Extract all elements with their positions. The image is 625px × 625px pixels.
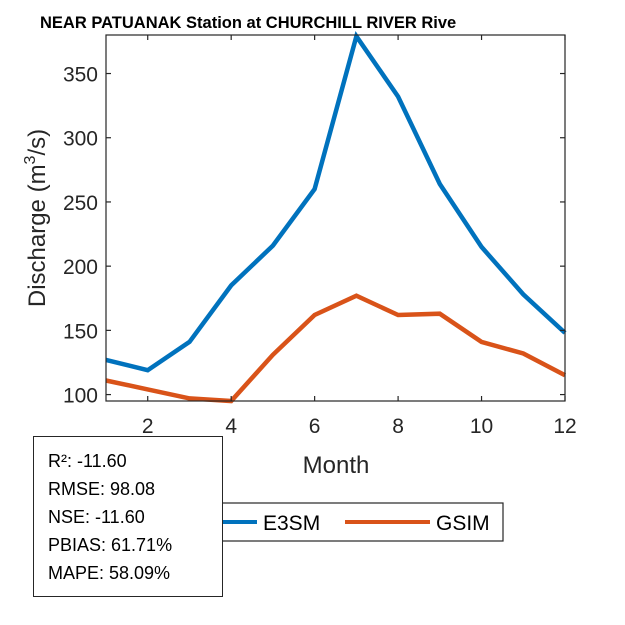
y-tick-label: 150 <box>63 320 98 343</box>
y-tick-label: 250 <box>63 192 98 215</box>
y-tick-label: 200 <box>63 256 98 279</box>
x-tick-label: 2 <box>142 415 154 438</box>
stat-pbias: PBIAS: 61.71% <box>48 535 173 555</box>
y-tick-label: 100 <box>63 385 98 408</box>
plot-area <box>106 35 565 401</box>
chart-title: NEAR PATUANAK Station at CHURCHILL RIVER… <box>40 14 456 32</box>
x-tick-label: 10 <box>470 415 493 438</box>
axes-box <box>105 34 566 402</box>
x-tick-label: 8 <box>392 415 404 438</box>
y-axis-label-tail: /s) <box>24 129 51 156</box>
y-tick-label: 300 <box>63 128 98 151</box>
x-axis-label: Month <box>303 452 370 479</box>
y-axis-label-sup: 3 <box>22 155 39 164</box>
stat-mape: MAPE: 58.09% <box>48 563 171 583</box>
stat-r2: R²: -11.60 <box>48 451 127 471</box>
legend-label-gsim: GSIM <box>436 512 490 535</box>
series-line-e3sm <box>105 31 567 373</box>
y-axis-label: Discharge (m3/s) <box>22 129 51 307</box>
series-line-gsim <box>105 293 567 404</box>
axes-layer: 2 4 6 8 10 12 100 150 200 250 300 350 <box>63 34 577 438</box>
x-tick-label: 12 <box>553 415 576 438</box>
plot-background <box>106 35 565 401</box>
y-tick-label: 350 <box>63 64 98 87</box>
legend-label-e3sm: E3SM <box>263 512 320 535</box>
stat-nse: NSE: -11.60 <box>48 507 145 527</box>
series-layer <box>105 31 567 404</box>
x-tick-label: 4 <box>225 415 237 438</box>
stats-box: R²: -11.60 RMSE: 98.08 NSE: -11.60 PBIAS… <box>33 436 223 597</box>
legend: E3SM GSIM <box>179 502 504 542</box>
stat-rmse: RMSE: 98.08 <box>48 479 156 499</box>
x-tick-label: 6 <box>309 415 321 438</box>
y-axis-label-main: Discharge (m <box>24 164 51 307</box>
